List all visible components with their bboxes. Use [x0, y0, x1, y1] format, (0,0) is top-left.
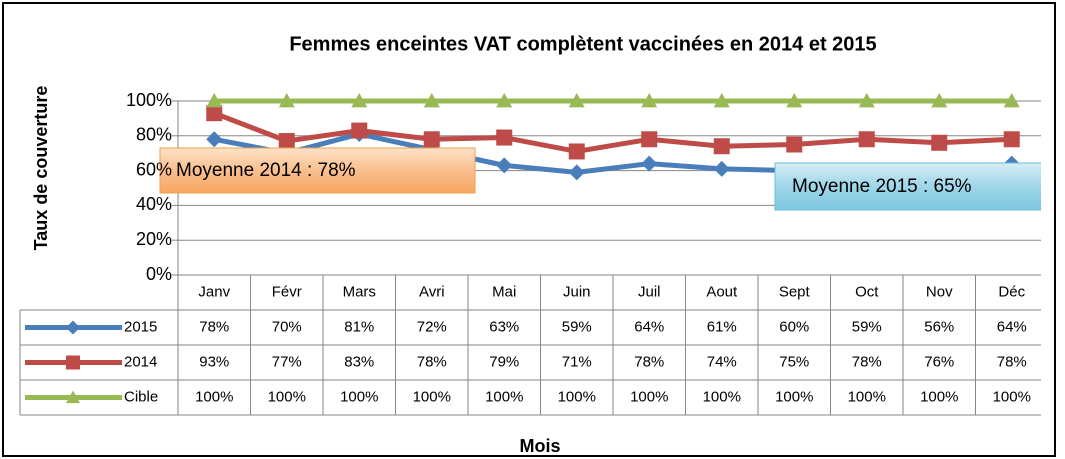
value-label: 100%	[630, 388, 668, 405]
annotations: Moyenne 2014 : 78% Moyenne 2015 : 65%	[159, 147, 1041, 211]
legend-marker	[66, 320, 80, 335]
value-label: 100%	[340, 388, 378, 405]
value-label: 100%	[558, 388, 596, 405]
marker	[931, 134, 948, 151]
value-label: 64%	[997, 318, 1027, 335]
value-label: 78%	[852, 353, 882, 370]
value-label: 81%	[344, 318, 374, 335]
x-tick-label: Févr	[272, 283, 302, 300]
y-tick-label: 20%	[136, 229, 172, 249]
legend-label: 2015	[124, 318, 157, 335]
value-label: 78%	[634, 353, 664, 370]
x-tick-label: Oct	[855, 283, 879, 300]
marker	[423, 93, 440, 108]
marker	[641, 155, 658, 172]
marker	[496, 93, 513, 108]
marker	[568, 164, 585, 181]
value-label: 100%	[485, 388, 523, 405]
annotation: Moyenne 2015 : 65%	[792, 176, 972, 197]
legend-marker	[66, 355, 80, 370]
marker	[1003, 93, 1020, 108]
value-label: 79%	[489, 353, 519, 370]
value-label: 59%	[852, 318, 882, 335]
marker	[713, 160, 730, 177]
value-label: 78%	[417, 353, 447, 370]
marker	[568, 143, 585, 160]
value-label: 77%	[272, 353, 302, 370]
x-tick-label: Juin	[563, 283, 591, 300]
x-tick-label: Avri	[419, 283, 445, 300]
marker	[713, 138, 730, 155]
value-label: 74%	[707, 353, 737, 370]
marker	[278, 93, 295, 108]
value-label: 93%	[199, 353, 229, 370]
value-label: 75%	[779, 353, 809, 370]
marker	[496, 129, 513, 146]
marker	[858, 131, 875, 148]
annotation-box	[774, 162, 1041, 211]
chart-title: Femmes enceintes VAT complètent vaccinée…	[289, 33, 876, 55]
marker	[786, 93, 803, 108]
marker	[931, 93, 948, 108]
value-label: 59%	[562, 318, 592, 335]
value-label: 61%	[707, 318, 737, 335]
x-tick-label: Mai	[492, 283, 516, 300]
marker	[641, 131, 658, 148]
value-label: 100%	[775, 388, 813, 405]
value-label: 70%	[272, 318, 302, 335]
marker	[713, 93, 730, 108]
y-tick-label: 40%	[136, 194, 172, 214]
value-label: 100%	[703, 388, 741, 405]
marker	[206, 131, 223, 148]
y-tick-label: 100%	[126, 90, 172, 110]
y-axis-title: Taux de couverture	[31, 86, 51, 251]
marker	[206, 105, 223, 122]
legend-label: Cible	[124, 388, 158, 405]
x-tick-label: Aout	[706, 283, 738, 300]
value-label: 100%	[920, 388, 958, 405]
marker	[786, 136, 803, 153]
marker	[568, 93, 585, 108]
x-tick-label: Nov	[926, 283, 953, 300]
value-label: 78%	[997, 353, 1027, 370]
x-tick-label: Janv	[198, 283, 230, 300]
value-label: 71%	[562, 353, 592, 370]
legend-marker	[66, 390, 80, 404]
marker	[1003, 131, 1020, 148]
value-label: 100%	[195, 388, 233, 405]
x-tick-label: Déc	[998, 283, 1025, 300]
value-label: 100%	[413, 388, 451, 405]
x-tick-label: Juil	[638, 283, 661, 300]
legend-label: 2014	[124, 353, 157, 370]
marker	[858, 93, 875, 108]
series-line	[213, 110, 1012, 154]
annotation: Moyenne 2014 : 78%	[176, 160, 356, 181]
marker	[351, 122, 368, 139]
value-label: 100%	[848, 388, 886, 405]
marker	[206, 93, 223, 108]
value-label: 64%	[634, 318, 664, 335]
y-tick-label: 60%	[136, 159, 172, 179]
value-label: 76%	[924, 353, 954, 370]
value-label: 100%	[993, 388, 1031, 405]
marker	[641, 93, 658, 108]
value-label: 72%	[417, 318, 447, 335]
value-label: 63%	[489, 318, 519, 335]
y-tick-label: 80%	[136, 125, 172, 145]
marker	[496, 157, 513, 174]
marker	[278, 133, 295, 150]
value-label: 60%	[779, 318, 809, 335]
annotation-box	[159, 147, 476, 194]
value-label: 100%	[268, 388, 306, 405]
value-label: 56%	[924, 318, 954, 335]
value-label: 78%	[199, 318, 229, 335]
y-tick-label: 0%	[146, 264, 172, 284]
marker	[423, 131, 440, 148]
value-label: 83%	[344, 353, 374, 370]
marker	[351, 93, 368, 108]
x-axis-title: Mois	[519, 436, 560, 456]
x-tick-label: Mars	[343, 283, 376, 300]
x-tick-label: Sept	[779, 283, 811, 300]
